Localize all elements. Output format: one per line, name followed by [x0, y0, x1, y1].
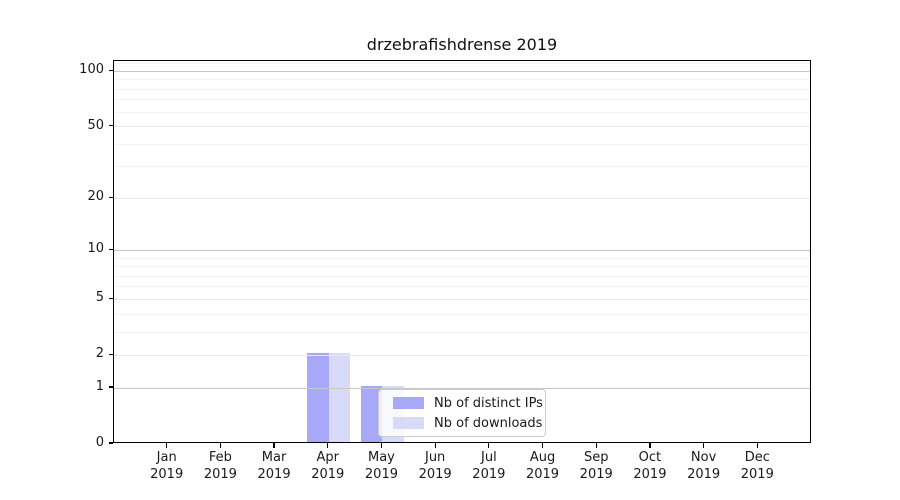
- legend-item-distinct-ips: Nb of distinct IPs: [393, 397, 543, 410]
- x-tickmark: [649, 443, 651, 448]
- y-tick-label: 5: [95, 290, 104, 306]
- y-tick-label: 20: [87, 189, 104, 205]
- gridline-minor: [114, 88, 810, 90]
- x-tickmark: [488, 443, 490, 448]
- y-tick-label: 10: [87, 241, 104, 257]
- x-tick-label: Aug 2019: [525, 450, 560, 482]
- y-tick-label: 2: [95, 346, 104, 362]
- x-tickmark: [703, 443, 705, 448]
- legend-label-downloads: Nb of downloads: [434, 415, 543, 431]
- chart-title: drzebrafishdrense 2019: [366, 35, 558, 54]
- legend: Nb of distinct IPs Nb of downloads: [378, 389, 546, 437]
- gridline-decade: [114, 249, 810, 251]
- gridline-minor: [114, 266, 810, 268]
- gridline-major: [114, 197, 810, 199]
- legend-swatch-downloads-icon: [393, 417, 424, 429]
- x-tick-label: Nov 2019: [687, 450, 721, 482]
- gridline-minor: [114, 111, 810, 113]
- y-tickmark: [108, 69, 113, 72]
- x-tick-label: Dec 2019: [740, 450, 774, 482]
- x-tick-label: Sep 2019: [579, 450, 613, 482]
- gridline-minor: [114, 313, 810, 315]
- x-tickmark: [327, 443, 329, 448]
- legend-label-distinct-ips: Nb of distinct IPs: [434, 395, 543, 411]
- y-tickmark: [108, 386, 113, 388]
- x-tickmark: [434, 443, 436, 448]
- bar-distinct-ips: [307, 353, 329, 442]
- bars-layer: [114, 61, 810, 442]
- y-tick-label: 0: [95, 435, 104, 450]
- gridline-minor: [114, 257, 810, 259]
- x-tickmark: [595, 443, 597, 448]
- y-tickmark: [108, 125, 113, 127]
- x-tick-label: Jul 2019: [472, 450, 506, 482]
- x-tickmark: [541, 443, 544, 448]
- gridline-minor: [114, 331, 810, 333]
- gridline-major: [114, 298, 810, 300]
- x-tick-label: Oct 2019: [633, 450, 667, 482]
- x-tick-label: Apr 2019: [311, 450, 345, 482]
- y-tick-label: 50: [87, 117, 104, 133]
- x-tickmark: [219, 443, 221, 448]
- x-tick-label: May 2019: [364, 450, 398, 482]
- legend-item-downloads: Nb of downloads: [393, 417, 542, 430]
- y-tickmark: [108, 196, 113, 198]
- gridline-minor: [114, 286, 810, 288]
- grid-layer: [114, 61, 810, 442]
- plot-area: [113, 60, 811, 443]
- gridline-minor: [114, 79, 810, 81]
- bar-downloads: [328, 353, 351, 442]
- x-tickmark: [166, 443, 168, 448]
- x-tick-label: Jun 2019: [418, 450, 452, 482]
- y-tickmark: [108, 248, 113, 251]
- gridline-decade: [114, 70, 810, 72]
- y-tickmark: [108, 442, 113, 444]
- x-tick-label: Feb 2019: [203, 450, 237, 482]
- y-tickmark: [108, 353, 113, 355]
- gridline-minor: [114, 99, 810, 101]
- y-tick-label: 1: [95, 379, 104, 395]
- x-tickmark: [273, 443, 275, 448]
- y-tickmark: [108, 297, 113, 299]
- x-tickmark: [756, 443, 758, 448]
- gridline-minor: [114, 63, 810, 65]
- x-tick-label: Jan 2019: [150, 450, 184, 482]
- gridline-minor: [114, 166, 810, 168]
- gridline-minor: [114, 275, 810, 277]
- legend-swatch-distinct-ips-icon: [393, 397, 424, 409]
- gridline-major: [114, 126, 810, 128]
- gridline-minor: [114, 143, 810, 145]
- x-tickmark: [380, 443, 383, 448]
- x-tick-label: Mar 2019: [257, 450, 291, 482]
- y-tick-label: 100: [79, 62, 104, 78]
- gridline-major: [114, 354, 810, 356]
